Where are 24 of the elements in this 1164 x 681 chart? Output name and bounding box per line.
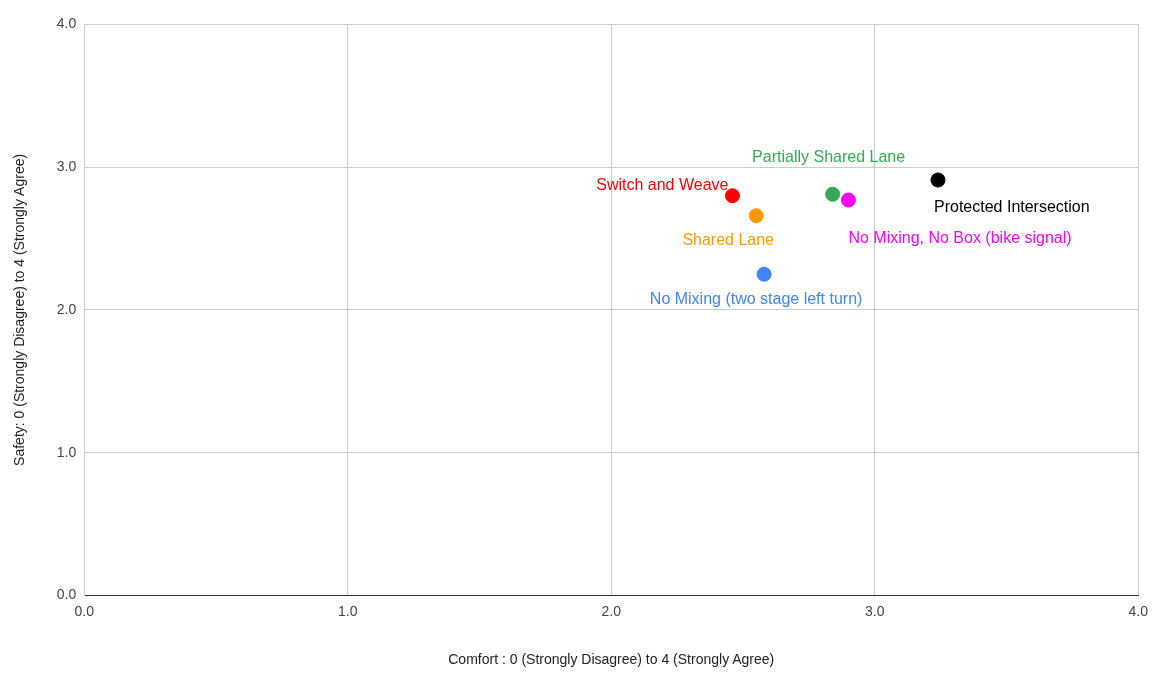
series-label: No Mixing (two stage left turn) [649,289,863,307]
x-tick-label: 2.0 [601,602,622,619]
series-label: Shared Lane [682,231,775,249]
x-tick-label: 3.0 [865,602,885,619]
point [840,192,856,208]
point [825,186,841,202]
point [756,266,772,282]
x-tick-label: 1.0 [338,602,358,619]
y-tick-label: 0.0 [56,586,77,603]
y-tick-label: 1.0 [56,443,77,460]
series-label: Switch and Weave [596,176,729,194]
series-label: Partially Shared Lane [752,147,906,165]
series-label: Protected Intersection [934,198,1090,216]
y-tick-label: 2.0 [56,300,77,317]
point [930,172,946,188]
x-axis-title: Comfort : 0 (Strongly Disagree) to 4 (Strongly Agree) [448,651,775,668]
point [724,188,740,204]
series-label: No Mixing, No Box (bike signal) [848,229,1072,247]
point [748,208,764,224]
y-tick-label: 3.0 [56,158,77,175]
y-axis-title: Safety: 0 (Strongly Disagree) to 4 (Strongly Agree) [11,153,28,466]
x-tick-label: 0.0 [74,602,95,619]
x-tick-label: 4.0 [1128,602,1149,619]
y-tick-label: 4.0 [56,15,77,32]
